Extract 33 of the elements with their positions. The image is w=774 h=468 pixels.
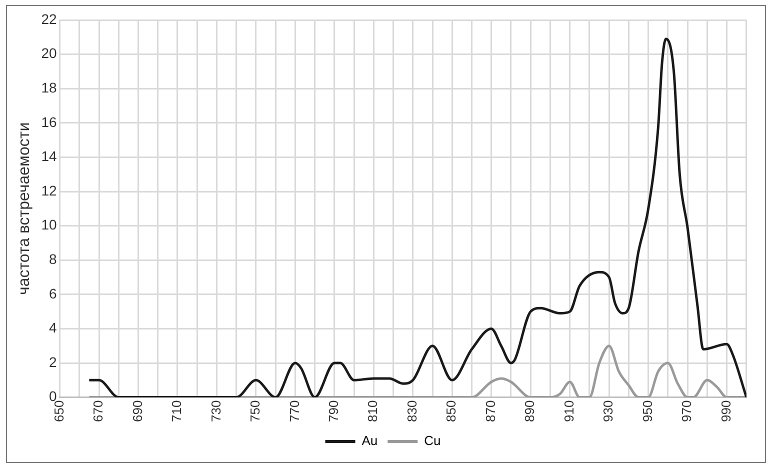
x-tick-label: 830 — [404, 400, 420, 422]
line-series — [88, 38, 746, 398]
y-tick-label: 12 — [41, 182, 57, 198]
y-tick-label: 4 — [48, 320, 57, 336]
x-tick-label: 990 — [718, 400, 734, 422]
y-tick-label: 16 — [41, 114, 57, 130]
x-tick-label: 690 — [130, 400, 145, 422]
x-tick-label: 930 — [600, 400, 616, 422]
x-tick-label: 890 — [522, 400, 538, 422]
x-tick-label: 950 — [640, 400, 655, 422]
y-tick-label: 14 — [41, 148, 57, 164]
y-tick-label: 6 — [48, 285, 57, 302]
x-tick-label: 750 — [248, 400, 263, 422]
legend-label: Au — [362, 433, 378, 448]
x-tick-label: 790 — [326, 400, 341, 422]
y-tick-label: 2 — [48, 354, 57, 370]
y-tick-label: 22 — [41, 10, 57, 27]
x-tick-label: 730 — [208, 400, 224, 422]
y-tick-label: 10 — [41, 216, 57, 233]
x-tick-label: 670 — [90, 400, 106, 422]
y-tick-label: 18 — [41, 79, 57, 96]
x-tick-label: 850 — [444, 400, 459, 422]
x-tick-label: 810 — [365, 400, 380, 422]
x-tick-label: 650 — [51, 400, 66, 422]
y-axis-title: частота встречаемости — [16, 122, 34, 295]
x-tick-label: 970 — [679, 400, 694, 422]
x-tick-label: 770 — [286, 400, 302, 422]
x-tick-label: 870 — [482, 400, 498, 422]
x-tick-label: 910 — [561, 400, 576, 422]
legend-label: Cu — [424, 433, 441, 448]
x-tick-label: 710 — [169, 400, 184, 422]
y-tick-label: 8 — [48, 250, 57, 267]
y-tick-label: 20 — [41, 45, 57, 62]
